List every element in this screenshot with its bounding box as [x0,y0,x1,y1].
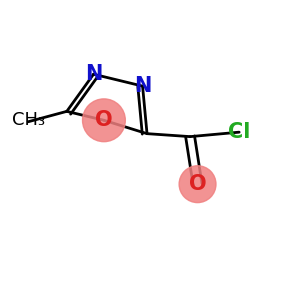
Circle shape [82,99,125,142]
Text: O: O [95,110,113,130]
Text: N: N [134,76,151,96]
Text: N: N [85,64,102,84]
Circle shape [179,166,216,202]
Text: O: O [189,174,206,194]
Text: CH₃: CH₃ [12,111,45,129]
Text: Cl: Cl [228,122,250,142]
